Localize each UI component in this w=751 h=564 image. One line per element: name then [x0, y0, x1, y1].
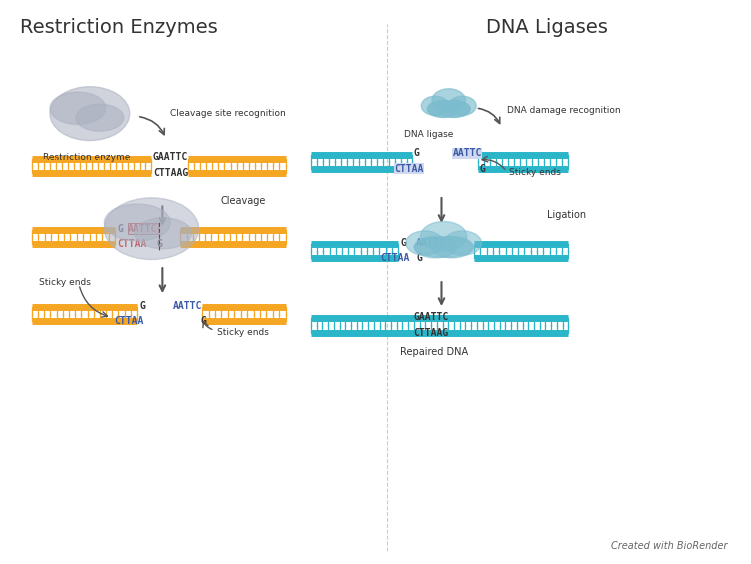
- Ellipse shape: [431, 236, 473, 258]
- Ellipse shape: [104, 204, 170, 241]
- Text: AATTC: AATTC: [173, 301, 203, 311]
- Text: Cleavage: Cleavage: [220, 196, 266, 206]
- Text: GAATTC: GAATTC: [153, 152, 189, 162]
- Text: G: G: [156, 239, 162, 249]
- Text: G: G: [480, 164, 486, 174]
- Ellipse shape: [135, 218, 192, 249]
- Text: G: G: [400, 238, 406, 248]
- Ellipse shape: [432, 89, 466, 112]
- Text: Created with BioRender: Created with BioRender: [611, 541, 728, 552]
- Text: Cleavage site recognition: Cleavage site recognition: [170, 109, 285, 118]
- Text: GAATTC: GAATTC: [413, 312, 448, 323]
- Text: CTTAAG: CTTAAG: [153, 168, 189, 178]
- Text: DNA damage recognition: DNA damage recognition: [507, 106, 620, 114]
- Text: AATTC: AATTC: [452, 148, 481, 158]
- Ellipse shape: [444, 231, 481, 255]
- Text: AATTC: AATTC: [128, 224, 158, 233]
- Ellipse shape: [427, 100, 458, 117]
- Ellipse shape: [415, 237, 473, 257]
- Text: Sticky ends: Sticky ends: [509, 168, 561, 177]
- Text: Sticky ends: Sticky ends: [39, 277, 91, 287]
- Text: G: G: [414, 148, 420, 158]
- Text: CTTAA: CTTAA: [394, 164, 424, 174]
- Ellipse shape: [406, 231, 444, 255]
- Text: CTTAA: CTTAA: [380, 253, 409, 263]
- Ellipse shape: [76, 104, 124, 131]
- Text: CTTAA: CTTAA: [114, 316, 143, 327]
- Text: Ligation: Ligation: [547, 210, 586, 219]
- Text: Sticky ends: Sticky ends: [217, 328, 269, 337]
- Text: G: G: [117, 224, 123, 233]
- Text: Restriction enzyme: Restriction enzyme: [43, 153, 130, 162]
- Text: CTTAA: CTTAA: [117, 239, 146, 249]
- Ellipse shape: [449, 96, 476, 116]
- Ellipse shape: [439, 100, 470, 117]
- Text: DNA ligase: DNA ligase: [405, 130, 454, 139]
- Ellipse shape: [50, 87, 130, 140]
- Ellipse shape: [421, 96, 449, 116]
- Text: CTTAAG: CTTAAG: [413, 328, 448, 337]
- Text: G: G: [417, 253, 423, 263]
- Ellipse shape: [415, 236, 457, 258]
- Text: G: G: [201, 316, 207, 327]
- Ellipse shape: [50, 92, 106, 125]
- Ellipse shape: [104, 198, 198, 259]
- Text: Repaired DNA: Repaired DNA: [400, 346, 469, 356]
- Text: AATTC: AATTC: [416, 238, 445, 248]
- Ellipse shape: [421, 222, 467, 251]
- Text: DNA Ligases: DNA Ligases: [486, 18, 608, 37]
- Ellipse shape: [427, 101, 470, 117]
- Text: G: G: [139, 301, 145, 311]
- Text: Restriction Enzymes: Restriction Enzymes: [20, 18, 218, 37]
